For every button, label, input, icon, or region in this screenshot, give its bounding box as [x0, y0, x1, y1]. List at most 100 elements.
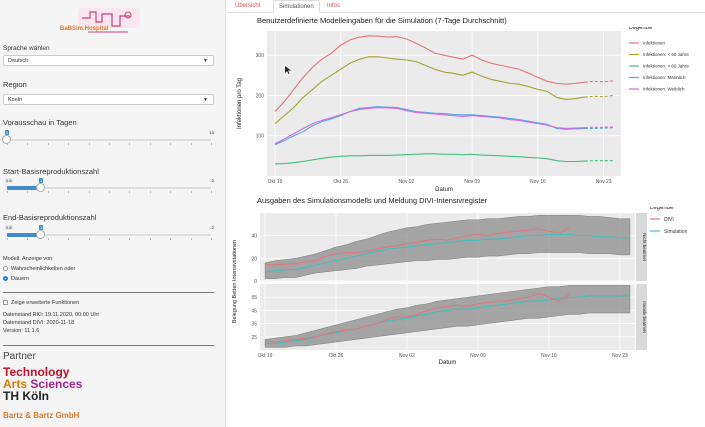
slider-tick — [27, 143, 29, 145]
radio-durations-label: Dauern — [11, 276, 30, 282]
radio-durations[interactable]: Dauern — [3, 276, 29, 282]
extended-functions-label: Zeige erweiterte Funktionen — [11, 300, 80, 306]
y-tick-label: 35 — [251, 322, 257, 328]
series-line — [274, 35, 585, 112]
slider-tick — [109, 238, 110, 240]
slider-tick — [190, 238, 192, 240]
slider-tick — [170, 143, 172, 145]
x-tick-label: Nov 02 — [399, 353, 415, 359]
radio-circle-selected[interactable] — [3, 276, 8, 281]
checkbox-box[interactable] — [3, 300, 8, 305]
slider-handle[interactable] — [2, 135, 11, 144]
slider-tick — [7, 238, 8, 240]
legend-label: Infektionen — [643, 41, 666, 46]
panel-strip — [636, 213, 647, 281]
slider-handle[interactable] — [36, 230, 45, 239]
series-line — [274, 106, 585, 146]
confidence-band — [264, 215, 631, 279]
slider-fill — [7, 233, 41, 237]
x-tick-label: Nov 23 — [612, 353, 628, 359]
partner-logo-arts: Arts — [3, 377, 31, 391]
slider-tick — [7, 191, 8, 193]
x-axis-label: Datum — [439, 360, 457, 366]
radio-circle[interactable] — [3, 266, 8, 271]
divider — [3, 345, 214, 346]
radio-probabilities[interactable]: Wahrscheinlichkeiten oder — [3, 266, 75, 272]
slider-tick — [129, 238, 131, 240]
version: Version: 11.1.6 — [3, 328, 40, 334]
slider-tick — [149, 191, 151, 193]
series-line — [274, 106, 585, 145]
slider-handle[interactable] — [36, 183, 45, 192]
end-r-label: End-Basisreproduktionszahl — [3, 213, 97, 222]
legend-label: Infektionen: < 60 Jahre — [643, 52, 689, 57]
start-r-label: Start-Basisreproduktionszahl — [3, 167, 99, 176]
partner-logo-th-koeln: TH Köln — [3, 389, 49, 403]
chevron-down-icon: ▼ — [203, 97, 208, 103]
x-tick-label: Okt 26 — [329, 353, 344, 359]
chart1-title: Benutzerdefinierte Modelleingaben für di… — [257, 16, 507, 25]
divider — [3, 292, 214, 293]
slider-tick — [68, 191, 70, 193]
x-axis-label: Datum — [435, 187, 453, 193]
chart-infections: 100 200 300 Okt 19 Okt 26 Nov 02 Nov 09 Nov 16 N… — [237, 27, 689, 193]
divi-line — [264, 292, 570, 343]
tab-infos[interactable]: Infos — [327, 3, 341, 9]
language-select-value: Deutsch — [8, 58, 29, 64]
y-tick-label: 45 — [251, 308, 257, 314]
tab-uebersicht[interactable]: Übersicht — [235, 3, 261, 9]
legend-title: Legende — [629, 27, 653, 31]
slider-tick — [109, 191, 110, 193]
y-tick-label: 0 — [254, 279, 257, 285]
end-r-slider[interactable]: 0.8 2 1 — [3, 225, 215, 245]
panel-strip-label: Nicht beatmet — [642, 233, 647, 262]
slider-track[interactable] — [7, 187, 211, 189]
slider-tick — [170, 191, 172, 193]
end-r-max-badge: 2 — [210, 225, 215, 230]
slider-tick — [47, 143, 49, 145]
start-r-slider[interactable]: 0.8 2 1 — [3, 178, 215, 198]
forecast-slider[interactable]: 0 14 0 — [2, 130, 215, 150]
model-label: Modell. Anzeige von: — [3, 256, 54, 262]
end-r-min-badge: 0.8 — [5, 225, 13, 230]
chart2-title: Ausgaben des Simulationsmodells und Meld… — [257, 196, 488, 205]
slider-tick — [88, 191, 90, 193]
chart-icu: Nicht beatmet 0 20 40 Invasiv beatmet 25 35 45 5… — [232, 207, 688, 366]
slider-tick — [211, 238, 212, 240]
y-tick-label: 40 — [251, 234, 257, 240]
end-r-value-badge: 1 — [39, 225, 44, 230]
slider-tick — [149, 238, 151, 240]
legend-label: Infektionen: Weiblich — [643, 87, 685, 92]
forecast-max-badge: 14 — [208, 130, 215, 135]
slider-track[interactable] — [7, 234, 211, 236]
language-label: Sprache wählen — [3, 45, 50, 52]
slider-tick — [88, 238, 90, 240]
slider-ticks — [7, 191, 212, 194]
x-tick-label: Nov 16 — [541, 353, 557, 359]
language-select[interactable]: Deutsch ▼ — [3, 55, 214, 66]
y-tick-label: 200 — [256, 93, 265, 99]
legend-label: DIVI — [664, 217, 674, 223]
y-axis-label: Infektionen pro Tag — [237, 78, 243, 129]
region-select[interactable]: Koeln ▼ — [3, 94, 214, 105]
partner-logo-arts-sciences: Arts Sciences — [3, 378, 82, 390]
start-r-min-badge: 0.8 — [5, 178, 13, 183]
chevron-down-icon: ▼ — [203, 58, 208, 64]
series-line — [274, 153, 585, 165]
slider-tick — [211, 191, 212, 193]
slider-track[interactable] — [7, 139, 211, 141]
y-axis-label: Belegung Betten Intensivstationen — [232, 240, 238, 323]
slider-tick — [129, 143, 131, 145]
divi-line — [264, 227, 570, 266]
tab-simulationen[interactable]: Simulationen — [273, 0, 320, 13]
partner-label: Partner — [3, 351, 36, 362]
partner-logo-technology: Technology — [3, 365, 70, 379]
slider-ticks — [7, 143, 212, 146]
data-divi: Datenstand DIVI: 2020-11-18 — [3, 320, 75, 326]
slider-tick — [27, 238, 29, 240]
app-logo-text: BaBSim.Hospital — [60, 26, 109, 32]
extended-functions-checkbox[interactable]: Zeige erweiterte Funktionen — [3, 300, 79, 306]
partner-logo-sciences: Sciences — [30, 377, 83, 391]
y-tick-label: 25 — [251, 335, 257, 341]
app-logo — [78, 8, 140, 33]
